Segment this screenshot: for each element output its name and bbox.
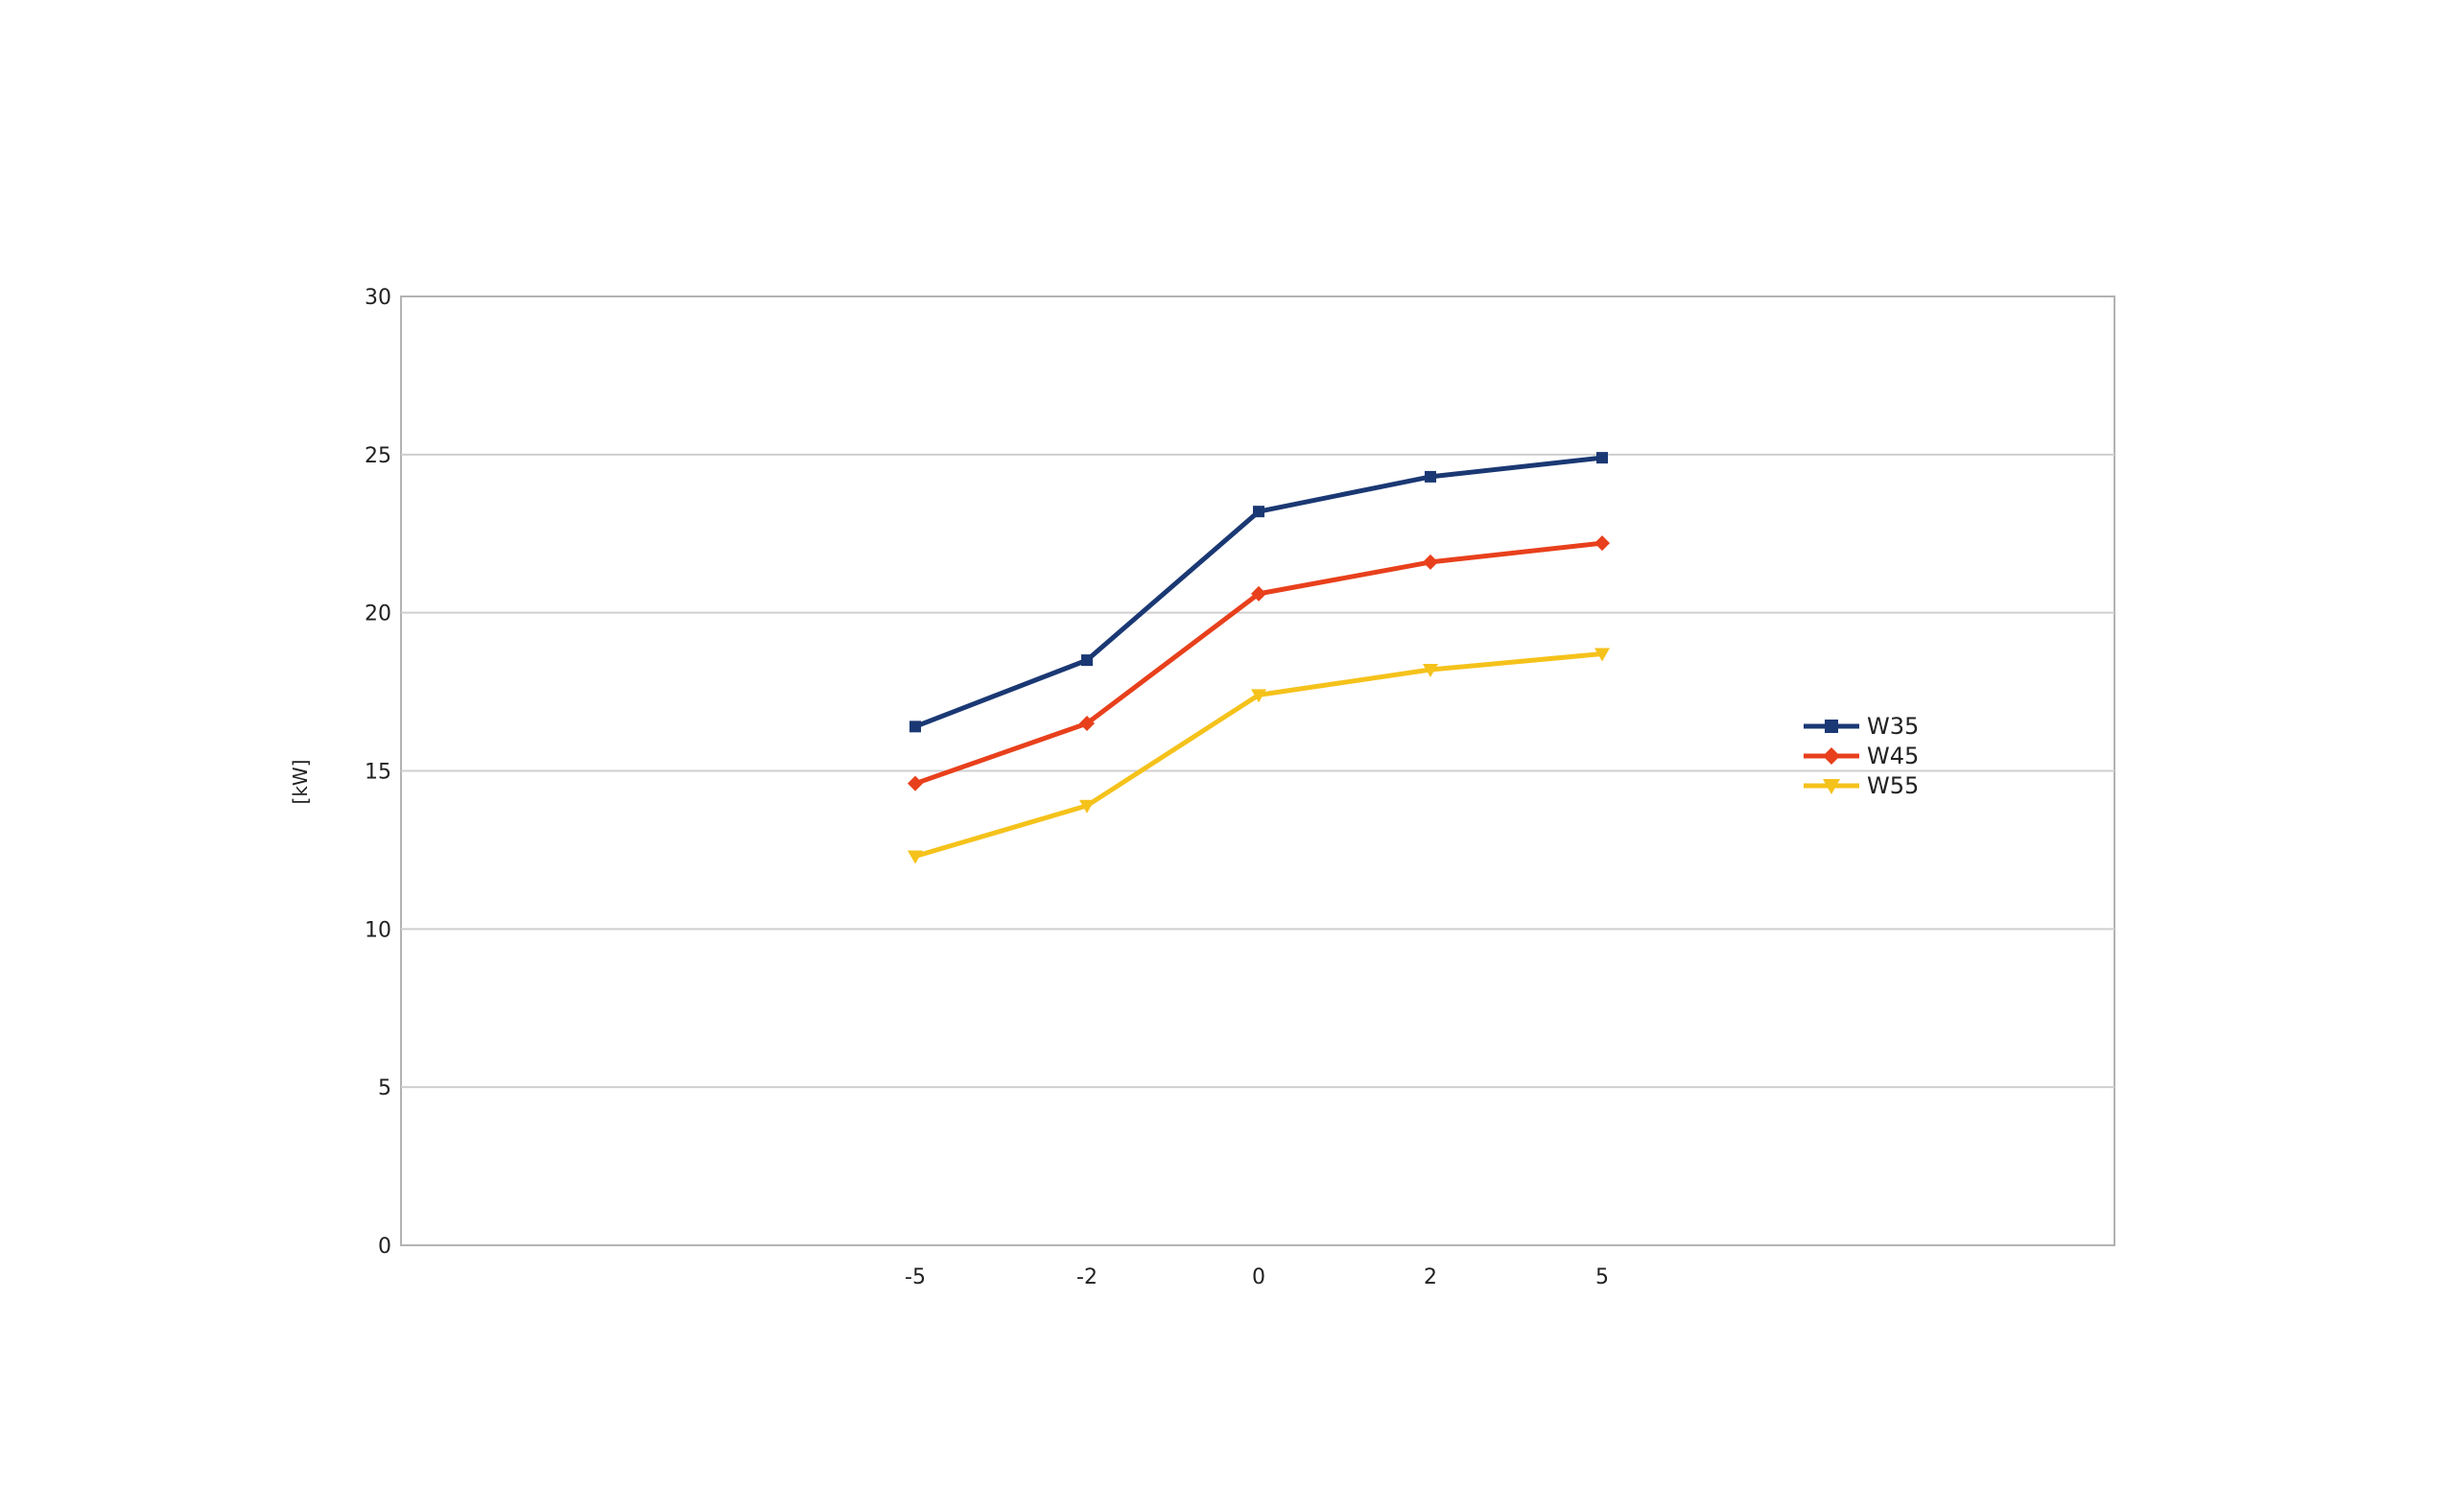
data-point-diamond xyxy=(1823,747,1840,765)
data-point-diamond xyxy=(1251,585,1266,602)
data-point-triangle xyxy=(1823,779,1840,794)
legend-label: W45 xyxy=(1867,743,1919,769)
data-point-diamond xyxy=(1423,554,1438,570)
y-tick-label: 25 xyxy=(365,444,391,468)
y-tick-label: 0 xyxy=(378,1235,391,1259)
y-tick-label: 5 xyxy=(378,1076,391,1100)
data-point-square xyxy=(1253,506,1264,518)
data-point-square xyxy=(1825,720,1838,733)
y-tick-label: 15 xyxy=(365,761,391,785)
data-point-triangle xyxy=(1594,648,1610,662)
x-tick-label: 2 xyxy=(1424,1265,1437,1289)
y-axis-ticks: 0 5 10 15 20 25 30 xyxy=(365,286,391,1259)
data-point-square xyxy=(1081,654,1093,667)
legend-label: W55 xyxy=(1867,772,1919,799)
x-tick-label: -2 xyxy=(1076,1265,1098,1289)
legend: W35 W45 W55 xyxy=(1804,713,1919,799)
gridlines xyxy=(401,453,2114,1089)
data-point-diamond xyxy=(1079,716,1095,732)
data-point-triangle xyxy=(908,850,923,864)
data-point-square xyxy=(1425,470,1436,483)
data-point-square xyxy=(909,721,921,733)
data-point-diamond xyxy=(1594,535,1610,552)
series-w45 xyxy=(908,535,1610,791)
data-point-triangle xyxy=(1079,799,1095,814)
y-tick-label: 30 xyxy=(365,286,391,310)
x-axis-ticks: -5 -2 0 2 5 xyxy=(905,1265,1609,1289)
y-tick-label: 10 xyxy=(365,918,391,942)
data-point-diamond xyxy=(908,775,923,791)
data-point-square xyxy=(1596,452,1608,464)
legend-item-w35: W35 xyxy=(1804,713,1919,740)
x-tick-label: 0 xyxy=(1252,1265,1265,1289)
y-axis-title: [kW] xyxy=(289,760,312,805)
legend-label: W35 xyxy=(1867,713,1919,740)
x-tick-label: -5 xyxy=(905,1265,926,1289)
series-group xyxy=(908,452,1610,864)
data-point-triangle xyxy=(1251,689,1266,703)
legend-item-w45: W45 xyxy=(1804,743,1919,769)
legend-item-w55: W55 xyxy=(1804,772,1919,799)
series-w35 xyxy=(909,452,1608,733)
data-point-triangle xyxy=(1423,664,1438,678)
y-tick-label: 20 xyxy=(365,602,391,626)
x-tick-label: 5 xyxy=(1595,1265,1609,1289)
series-w55 xyxy=(908,648,1610,864)
